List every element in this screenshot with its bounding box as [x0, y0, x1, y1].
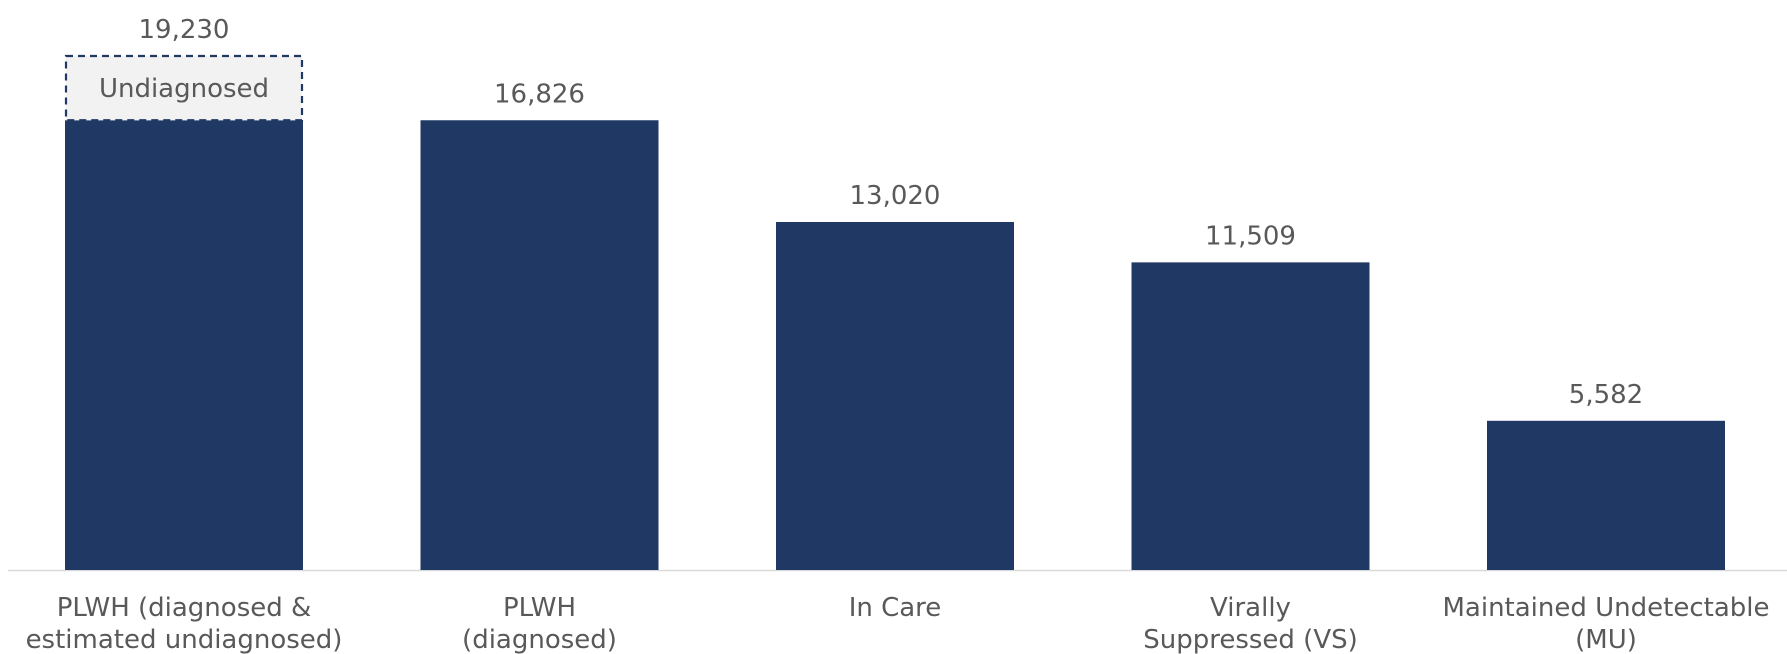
data-label: 19,230	[139, 15, 230, 45]
data-label: 11,509	[1205, 221, 1296, 251]
data-label: 16,826	[494, 79, 585, 109]
category-tick-label: estimated undiagnosed)	[26, 625, 343, 654]
category-tick-label: Virally	[1210, 593, 1291, 623]
category-tick-label: PLWH (diagnosed &	[57, 593, 312, 623]
category-tick-label: In Care	[849, 593, 942, 623]
category-tick-label: (diagnosed)	[462, 625, 617, 654]
bar	[420, 120, 659, 570]
bar	[65, 120, 303, 570]
undiagnosed-segment	[64, 54, 304, 122]
category-tick-label: Suppressed (VS)	[1143, 625, 1358, 654]
category-tick-label: Maintained Undetectable	[1442, 593, 1769, 623]
bar	[1131, 262, 1370, 570]
bar	[1487, 420, 1725, 570]
bar	[776, 221, 1014, 570]
category-tick-label: (MU)	[1575, 625, 1637, 654]
data-label: 5,582	[1569, 380, 1643, 410]
data-label: 13,020	[850, 181, 941, 211]
undiagnosed-label: Undiagnosed	[99, 74, 269, 104]
category-tick-label: PLWH	[503, 593, 576, 623]
